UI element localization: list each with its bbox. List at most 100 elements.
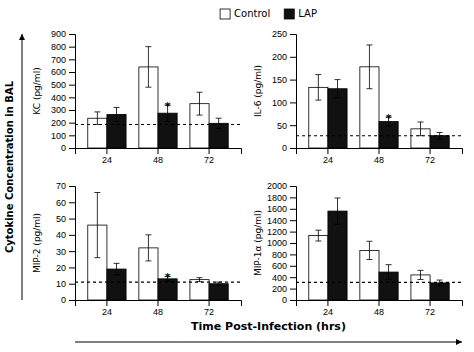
y-tick: 200	[51, 118, 75, 128]
tick-label: 1400	[267, 216, 287, 226]
tick-label: 600	[272, 261, 287, 271]
y-tick: 50	[56, 214, 75, 224]
error-cap	[145, 87, 151, 88]
y-tick: 900	[51, 29, 75, 39]
error-bar	[369, 241, 370, 259]
error-bar	[318, 230, 319, 241]
tick-mark	[69, 123, 75, 124]
tick-label: 300	[51, 105, 66, 115]
error-bar	[218, 118, 219, 128]
tick-label: 800	[272, 250, 287, 260]
error-cap	[366, 259, 372, 260]
error-cap	[145, 234, 151, 235]
error-bar	[369, 45, 370, 89]
tick-label: 0	[61, 143, 66, 153]
tick-label: 1000	[267, 238, 287, 248]
error-bar	[420, 270, 421, 279]
tick-mark	[209, 148, 210, 154]
tick-mark	[290, 197, 296, 198]
tick-mark	[290, 186, 296, 187]
tick-mark	[69, 148, 75, 149]
error-cap	[216, 128, 222, 129]
tick-label: 24	[102, 155, 112, 165]
y-axis: 010203040506070	[56, 181, 76, 305]
bar	[209, 284, 228, 300]
bar	[190, 280, 209, 300]
y-tick: 0	[61, 295, 75, 305]
y-tick: 600	[272, 261, 296, 271]
tick-mark	[69, 97, 75, 98]
y-tick: 150	[272, 75, 296, 85]
tick-label: 0	[282, 143, 287, 153]
error-cap	[315, 100, 321, 101]
error-bar	[116, 107, 117, 121]
tick-label: 500	[51, 80, 66, 90]
tick-mark	[158, 148, 159, 154]
annotation: *	[386, 112, 392, 125]
tick-label: 100	[51, 131, 66, 141]
plot-marks	[296, 45, 462, 148]
error-cap	[335, 224, 341, 225]
y-tick: 1200	[267, 227, 296, 237]
error-cap	[386, 126, 392, 127]
tick-label: 24	[323, 155, 333, 165]
axis-line	[290, 35, 297, 149]
tick-label: 72	[425, 307, 435, 317]
x-tick: 72	[204, 148, 214, 165]
y-tick: 250	[272, 29, 296, 39]
tick-label: 1200	[267, 227, 287, 237]
tick-mark	[327, 148, 328, 154]
tick-label: 40	[56, 230, 66, 240]
error-cap	[335, 79, 341, 80]
y-axis: 0200400600800100012001400160018002000	[267, 181, 297, 305]
error-cap	[418, 279, 424, 280]
y-tick: 0	[61, 143, 75, 153]
tick-label: 50	[56, 214, 66, 224]
tick-mark	[158, 300, 159, 306]
axis-line	[76, 149, 242, 155]
error-bar	[199, 278, 200, 282]
series	[328, 89, 449, 148]
reference-line	[75, 282, 241, 283]
x-axis: 24 48 72	[76, 148, 242, 165]
tick-label: 48	[374, 155, 384, 165]
legend-item: Control	[220, 8, 270, 19]
tick-mark	[430, 148, 431, 154]
reference-line	[75, 124, 241, 125]
error-bar	[388, 265, 389, 280]
error-cap	[315, 74, 321, 75]
error-cap	[165, 121, 171, 122]
annotation: *	[165, 100, 171, 113]
plot-marks	[75, 47, 241, 148]
y-arrow	[22, 34, 23, 300]
tick-label: 900	[51, 29, 66, 39]
y-tick: 70	[56, 181, 75, 191]
tick-label: 1800	[267, 193, 287, 203]
error-cap	[386, 264, 392, 265]
y-tick: 0	[282, 143, 296, 153]
error-cap	[437, 138, 443, 139]
tick-mark	[69, 202, 75, 203]
legend-swatch	[284, 9, 294, 19]
tick-mark	[290, 289, 296, 290]
y-tick: 30	[56, 247, 75, 257]
tick-mark	[69, 85, 75, 86]
error-cap	[145, 260, 151, 261]
error-bar	[337, 80, 338, 98]
figure-x-title: Time Post-Infection (hrs)	[191, 320, 346, 333]
x-tick: 48	[153, 148, 163, 165]
annotation: *	[165, 271, 171, 284]
tick-label: 400	[272, 273, 287, 283]
y-tick: 50	[277, 121, 296, 131]
reference-line	[296, 135, 462, 136]
tick-mark	[69, 251, 75, 252]
error-cap	[335, 97, 341, 98]
y-tick: 0	[282, 295, 296, 305]
error-cap	[437, 132, 443, 133]
error-cap	[114, 274, 120, 275]
tick-label: 100	[272, 98, 287, 108]
error-cap	[94, 192, 100, 193]
x-tick: 72	[425, 148, 435, 165]
x-axis: 244872	[297, 300, 463, 317]
error-cap	[315, 230, 321, 231]
